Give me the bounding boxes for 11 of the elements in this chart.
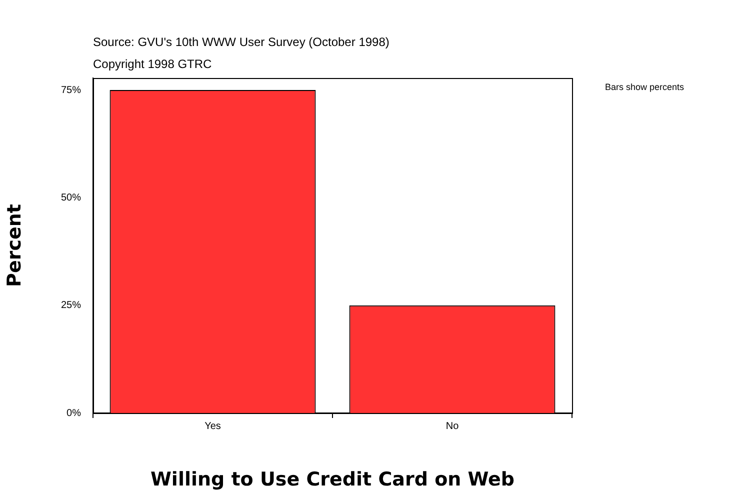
source-note: Source: GVU's 10th WWW User Survey (October 1998) [93,35,390,49]
y-tick-label: 50% [60,192,82,204]
x-tick-label: Yes [204,420,221,432]
x-axis-title: Willing to Use Credit Card on Web [150,468,515,491]
y-tick-label: 75% [60,84,82,96]
y-tick-label: 0% [66,408,82,419]
text: Copyright 1998 GTRC [93,57,212,71]
y-tick-label: 25% [60,300,82,312]
x-tick-label: No [446,420,460,432]
text: Bars show percents [605,82,685,92]
y-axis-title: Percent [3,204,26,287]
